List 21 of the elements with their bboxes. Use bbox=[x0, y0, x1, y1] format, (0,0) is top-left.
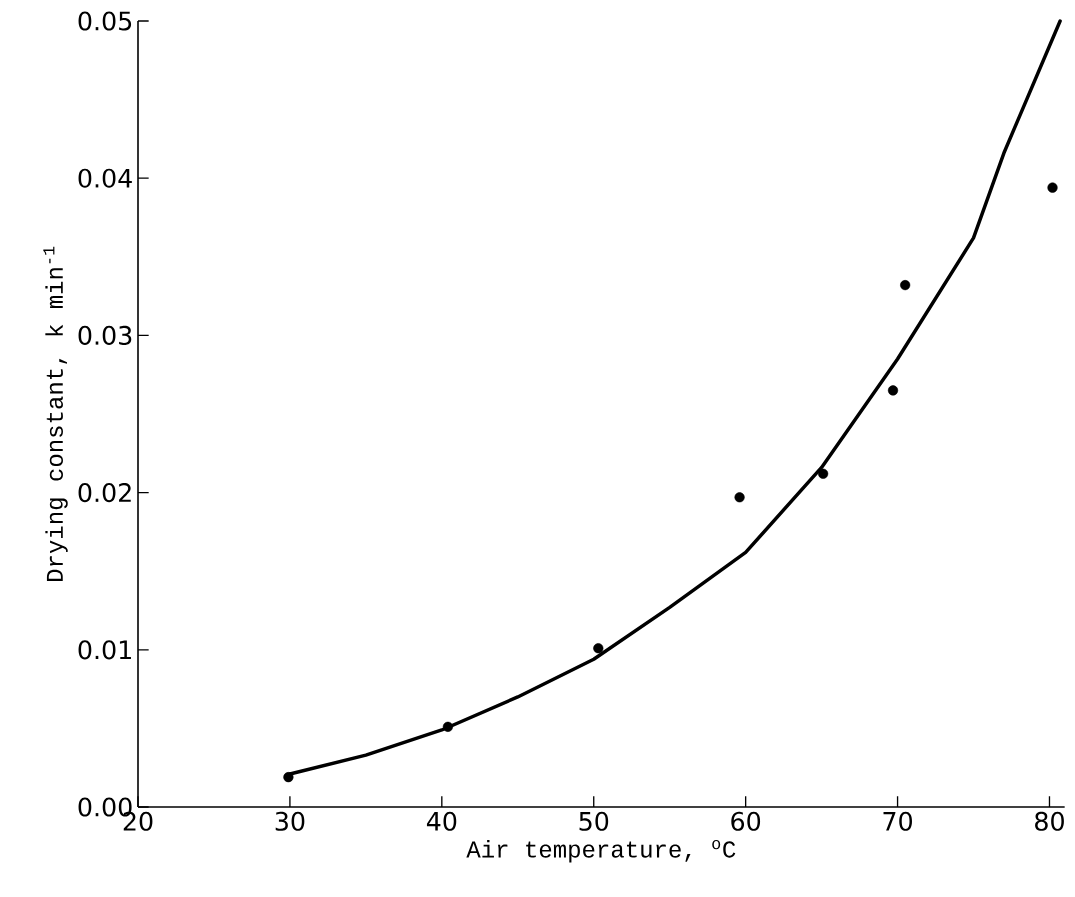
point bbox=[734, 492, 745, 503]
x-tick-label: 30 bbox=[275, 811, 305, 831]
x-tick-label: 50 bbox=[579, 811, 609, 831]
point bbox=[887, 385, 899, 396]
y-tick-label: 0.02 bbox=[78, 483, 131, 503]
point bbox=[1047, 182, 1058, 193]
x-axis-title: Air temperature, $^{o}$C bbox=[466, 840, 736, 863]
point bbox=[818, 468, 829, 479]
point bbox=[442, 721, 453, 732]
x-tick-label: 40 bbox=[426, 811, 457, 831]
point bbox=[900, 280, 911, 291]
point bbox=[283, 772, 294, 783]
y-tick-label: 0.03 bbox=[78, 325, 132, 345]
y-tick-label: 0.01 bbox=[78, 640, 131, 660]
y-tick-label: 0.04 bbox=[78, 168, 132, 188]
y-axis-title: Drying constant, k min$^{-1}$ bbox=[43, 246, 68, 581]
point bbox=[593, 643, 604, 654]
x-tick-label: 80 bbox=[1035, 811, 1064, 831]
y-tick-label: 0.05 bbox=[78, 11, 132, 31]
x-tick-label: 70 bbox=[883, 811, 912, 831]
x-tick-label: 60 bbox=[731, 811, 761, 831]
